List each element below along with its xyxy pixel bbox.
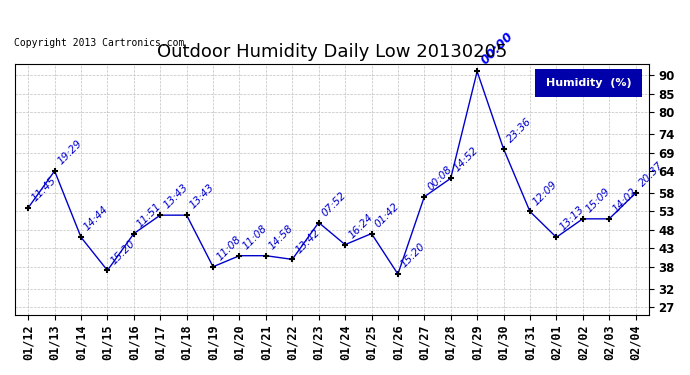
Text: 13:13: 13:13 [558, 205, 586, 233]
Text: 20:37: 20:37 [637, 160, 665, 189]
Text: 15:09: 15:09 [584, 186, 612, 214]
Text: 07:52: 07:52 [320, 190, 348, 218]
Text: 11:08: 11:08 [241, 223, 269, 251]
Text: 00:08: 00:08 [426, 164, 454, 192]
Text: 14:52: 14:52 [452, 146, 480, 174]
Text: 11:45: 11:45 [30, 175, 58, 203]
Text: Copyright 2013 Cartronics.com: Copyright 2013 Cartronics.com [14, 38, 184, 48]
Text: 15:20: 15:20 [109, 238, 137, 266]
Text: 15:20: 15:20 [400, 242, 428, 270]
Text: 16:24: 16:24 [346, 212, 375, 240]
Text: 11:51: 11:51 [135, 201, 164, 229]
Text: 14:44: 14:44 [82, 205, 110, 233]
Text: 01:42: 01:42 [373, 201, 401, 229]
Text: 11:08: 11:08 [215, 234, 243, 262]
Text: 13:43: 13:43 [188, 183, 216, 211]
Text: 13:42: 13:42 [294, 226, 322, 255]
Title: Outdoor Humidity Daily Low 20130205: Outdoor Humidity Daily Low 20130205 [157, 43, 507, 61]
Text: 00:00: 00:00 [478, 30, 516, 67]
Text: 23:36: 23:36 [505, 116, 533, 144]
Text: 14:02: 14:02 [611, 186, 639, 214]
Text: 14:58: 14:58 [267, 223, 295, 251]
Text: 12:09: 12:09 [531, 179, 560, 207]
Text: 13:43: 13:43 [161, 183, 190, 211]
Text: 19:29: 19:29 [56, 138, 84, 166]
